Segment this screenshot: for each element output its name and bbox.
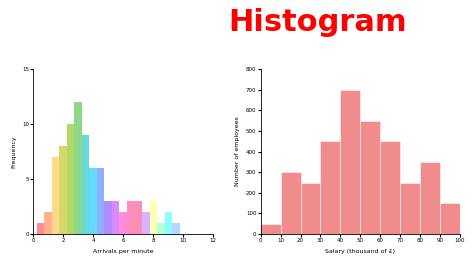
Bar	[67, 124, 74, 234]
Bar	[104, 201, 112, 234]
Bar	[90, 168, 97, 234]
Bar	[112, 201, 119, 234]
Bar	[301, 182, 320, 234]
Y-axis label: Number of employees: Number of employees	[236, 117, 240, 186]
Bar	[340, 90, 360, 234]
Text: Histogram: Histogram	[228, 8, 407, 37]
Bar	[45, 212, 52, 234]
Bar	[420, 162, 440, 234]
Bar	[380, 141, 400, 234]
Bar	[142, 212, 149, 234]
Bar	[281, 172, 301, 234]
Bar	[74, 102, 82, 234]
Bar	[135, 201, 142, 234]
Bar	[52, 157, 59, 234]
X-axis label: Arrivals per minute: Arrivals per minute	[93, 249, 154, 254]
Bar	[164, 212, 172, 234]
Bar	[440, 203, 460, 234]
Bar	[59, 146, 67, 234]
Bar	[400, 182, 420, 234]
Y-axis label: Frequency: Frequency	[11, 135, 17, 168]
Bar	[157, 223, 164, 234]
X-axis label: Salary (thousand of £): Salary (thousand of £)	[325, 249, 395, 254]
Bar	[172, 223, 180, 234]
Bar	[320, 141, 340, 234]
Bar	[82, 135, 90, 234]
Bar	[149, 201, 157, 234]
Bar	[97, 168, 104, 234]
Bar	[360, 121, 380, 234]
Bar	[127, 201, 135, 234]
Bar	[37, 223, 45, 234]
Bar	[261, 224, 281, 234]
Bar	[119, 212, 127, 234]
